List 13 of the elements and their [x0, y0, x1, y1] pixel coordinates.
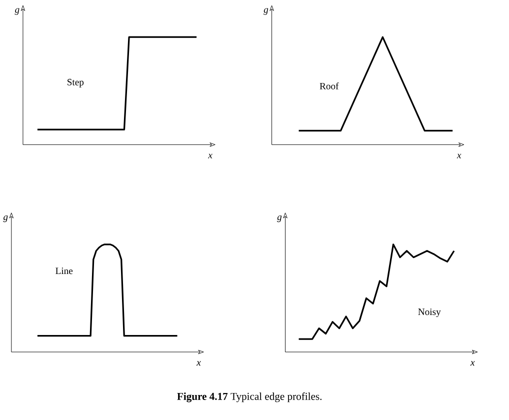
x-axis-title: x [470, 360, 475, 366]
y-axis-title: g [277, 215, 282, 222]
y-axis-title: g [3, 215, 8, 222]
x-axis-title: x [208, 154, 212, 158]
text: Figure 4.17 Typical edge profiles. [177, 392, 322, 402]
y-axis-title: g [264, 8, 268, 15]
series-label: Roof [320, 82, 339, 90]
x-axis-title: x [196, 360, 201, 366]
text: Line [56, 267, 73, 274]
text: Noisy [418, 308, 441, 317]
x-axis-title: x [456, 154, 462, 158]
text: Step [68, 78, 84, 88]
y-axis-title: g [14, 8, 20, 15]
